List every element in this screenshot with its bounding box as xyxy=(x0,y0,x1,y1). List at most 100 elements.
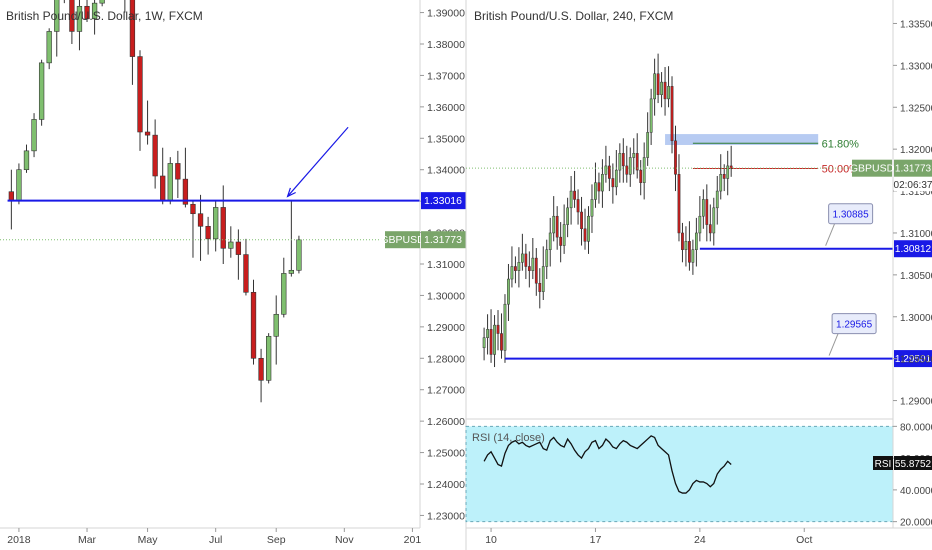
h4-candle xyxy=(670,76,674,154)
price-tick-label: 1.29500 xyxy=(900,355,932,366)
candle-body xyxy=(54,0,60,32)
candle-body xyxy=(137,56,143,133)
h4-candle xyxy=(646,112,650,166)
price-tick-label: 1.33000 xyxy=(900,61,932,72)
candle-body xyxy=(590,199,594,217)
rsi-value-tag: RSI 55.8752 xyxy=(873,456,932,470)
price-callout-box xyxy=(828,203,874,225)
candle-body xyxy=(642,157,646,183)
price-tick-label: 1.32500 xyxy=(900,103,932,114)
weekly-candle xyxy=(250,279,257,365)
h4-candle xyxy=(698,196,702,242)
weekly-candle xyxy=(190,201,196,258)
candle-body xyxy=(573,190,576,200)
h4-candle xyxy=(520,233,524,271)
candle-body xyxy=(493,324,496,355)
h4-last-price-tag: 1.31773 xyxy=(894,159,932,177)
level-price-tag-label: 1.30812 xyxy=(895,244,932,255)
candle-body xyxy=(99,0,105,4)
h4-candle xyxy=(510,246,514,288)
weekly-candle xyxy=(273,295,279,365)
h4-chart-title: British Pound/U.S. Dollar, 240, FXCM xyxy=(474,9,673,23)
candle-body xyxy=(719,174,723,192)
fib-level-label: 50.00% xyxy=(822,163,860,175)
weekly-candle xyxy=(38,59,45,126)
weekly-levels xyxy=(0,199,420,241)
weekly-candle xyxy=(167,157,173,205)
candle-body xyxy=(76,5,83,32)
rsi-line xyxy=(483,435,732,494)
candle-body xyxy=(632,153,636,158)
weekly-time-axis[interactable]: 2018 Mar May Jul Sep Nov 201 xyxy=(7,528,421,546)
weekly-level-price-tag: 1.33016 xyxy=(421,192,466,210)
weekly-candle xyxy=(99,0,105,7)
h4-candle xyxy=(628,147,632,187)
candle-body xyxy=(607,165,611,179)
price-tick-label: 1.38000 xyxy=(427,39,465,51)
h4-candle xyxy=(500,313,503,359)
rsi-tick-label: 80.0000 xyxy=(900,422,932,433)
candle-body xyxy=(31,119,37,152)
candle-body xyxy=(16,169,22,202)
weekly-last-price-tag: 1.31773 xyxy=(421,231,466,249)
fibonacci-levels: 61.80% 50.00% xyxy=(692,138,860,175)
h4-candle xyxy=(538,268,542,309)
candle-body xyxy=(250,291,257,359)
h4-candle xyxy=(496,310,500,351)
candle-body xyxy=(503,303,507,351)
candle-body xyxy=(580,211,583,230)
fib-level-label: 61.80% xyxy=(822,138,860,150)
h4-candle xyxy=(614,150,618,196)
svg-text:1.33016: 1.33016 xyxy=(424,195,462,207)
svg-text:GBPUSD: GBPUSD xyxy=(380,234,425,246)
candle-body xyxy=(69,0,75,32)
candle-body xyxy=(667,86,670,100)
h4-candle xyxy=(545,239,549,280)
candle-body xyxy=(587,215,590,242)
weekly-candle xyxy=(213,201,219,252)
h4-candle xyxy=(548,217,552,267)
weekly-candle xyxy=(258,348,264,403)
candle-body xyxy=(220,207,226,249)
h4-candle xyxy=(503,294,507,363)
candle-body xyxy=(520,253,524,263)
h4-time-axis[interactable]: 10 17 24 Oct xyxy=(485,528,813,546)
candle-body xyxy=(84,5,90,20)
candle-body xyxy=(38,62,45,120)
price-tick-label: 1.32000 xyxy=(900,145,932,156)
weekly-candle xyxy=(220,185,226,264)
weekly-chart-pane[interactable]: 1.39000 1.38000 1.37000 1.36000 1.35000 1.340… xyxy=(0,0,466,550)
price-tick-label: 1.25000 xyxy=(427,448,465,460)
level-price-tag xyxy=(894,240,932,258)
h4-candle xyxy=(660,72,663,108)
arrow-annotation xyxy=(287,126,349,197)
candle-body xyxy=(594,182,597,200)
h4-candle xyxy=(531,237,535,280)
weekly-symbol-tag: GBPUSD xyxy=(380,231,425,249)
candle-body xyxy=(684,241,688,250)
time-tick-label: 201 xyxy=(404,534,422,546)
candle-body xyxy=(190,203,196,215)
candle-body xyxy=(674,140,677,175)
weekly-candle xyxy=(144,100,151,145)
candle-body xyxy=(205,225,211,240)
h4-chart-pane[interactable]: 61.80% 50.00% 1.30812 1.30885 1.29501 1.2956… xyxy=(465,0,932,550)
candle-body xyxy=(273,313,279,337)
weekly-candle xyxy=(137,50,143,151)
candle-body xyxy=(670,86,674,142)
price-tick-label: 1.24000 xyxy=(427,479,465,491)
candle-body xyxy=(712,207,716,234)
weekly-candle xyxy=(31,113,37,158)
price-tick-label: 1.29000 xyxy=(900,397,932,408)
h4-candle xyxy=(632,138,636,175)
candle-body xyxy=(552,215,556,234)
callout-pointer xyxy=(828,333,839,356)
weekly-price-axis[interactable]: 1.39000 1.38000 1.37000 1.36000 1.35000 1.340… xyxy=(420,8,465,523)
candle-body xyxy=(496,324,500,334)
h4-candle xyxy=(573,170,576,208)
candle-body xyxy=(583,228,587,242)
h4-price-axis[interactable]: 1.33500 1.33000 1.32500 1.32000 1.31500 1.310… xyxy=(893,19,932,408)
h4-candle xyxy=(541,246,545,301)
candle-body xyxy=(545,249,549,267)
candle-body xyxy=(576,199,580,213)
